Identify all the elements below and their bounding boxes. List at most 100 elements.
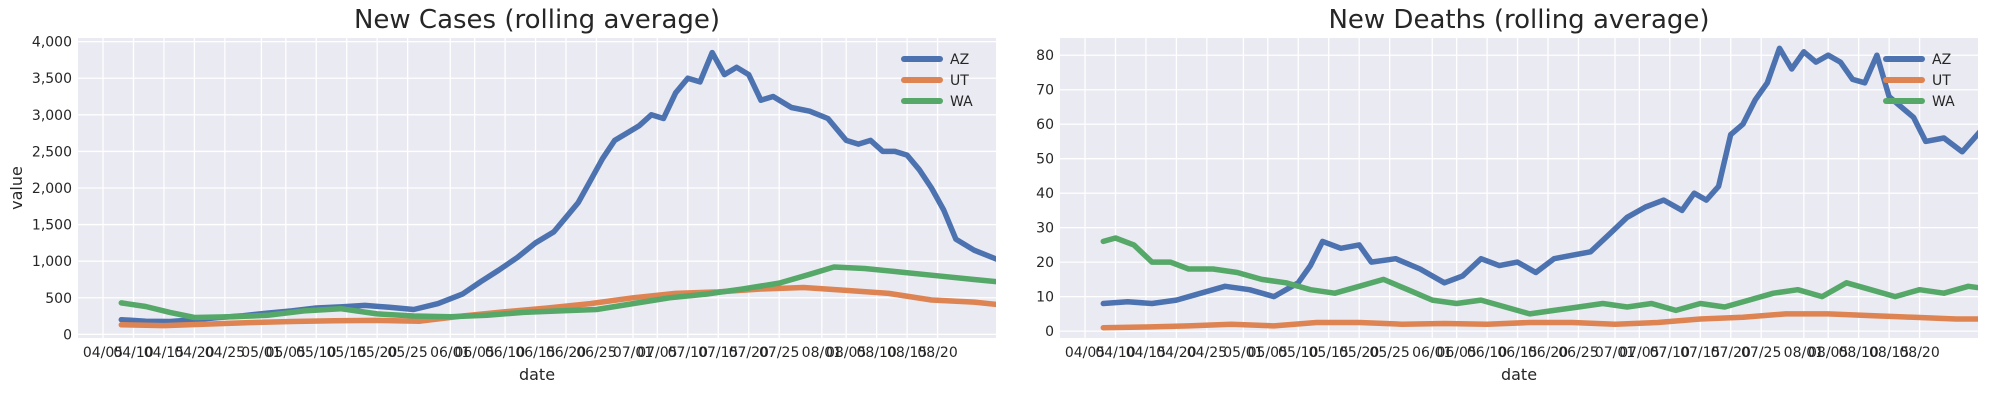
x-tick-label: 04/15 <box>144 345 184 361</box>
x-tick-label: 06/05 <box>1436 345 1476 361</box>
series-line-wa <box>1100 235 1978 317</box>
y-tick-label: 50 <box>1036 152 1054 168</box>
x-tick-label: 05/20 <box>1339 345 1379 361</box>
x-tick-label: 06/20 <box>1528 345 1568 361</box>
chart-1: 0 10 20 30 40 50 60 70 80 04/0504/1004/1504/2004/… <box>1036 5 1978 384</box>
x-tick-label: 04/20 <box>174 345 214 361</box>
x-tick-label: 07/05 <box>1619 345 1659 361</box>
x-tick-label: 04/05 <box>1065 345 1105 361</box>
x-tick-label: 07/15 <box>698 345 738 361</box>
x-tick-label: 05/01 <box>241 345 281 361</box>
chart-title: New Deaths (rolling average) <box>1328 5 1709 35</box>
x-tick-label: 06/25 <box>1558 345 1598 361</box>
y-tick-label: 3,000 <box>32 108 72 124</box>
x-tick-label: 06/15 <box>1497 345 1537 361</box>
y-tick-label: 1,000 <box>32 254 72 270</box>
series-line-az <box>1100 45 1978 307</box>
legend-label-ut: UT <box>1932 73 1951 89</box>
x-tick-label: 08/10 <box>856 345 896 361</box>
x-tick-label: 04/15 <box>1126 345 1166 361</box>
legend-label-wa: WA <box>1932 94 1955 110</box>
x-tick-label: 08/05 <box>826 345 866 361</box>
y-tick-label: 40 <box>1036 186 1054 202</box>
x-tick-label: 08/20 <box>1899 345 1939 361</box>
x-tick-label: 04/10 <box>1095 345 1135 361</box>
y-tick-label: 20 <box>1036 255 1054 271</box>
x-tick-label: 05/15 <box>1309 345 1349 361</box>
y-tick-label: 2,000 <box>32 181 72 197</box>
y-tick-label: 3,500 <box>32 71 72 87</box>
legend: AZ UT WA <box>901 52 973 110</box>
chart-title: New Cases (rolling average) <box>354 5 720 35</box>
grid <box>78 38 996 338</box>
grid <box>1060 38 1978 338</box>
y-tick-label: 500 <box>45 291 72 307</box>
x-tick-label: 07/25 <box>759 345 799 361</box>
x-tick-label: 06/01 <box>1412 345 1452 361</box>
legend: AZ UT WA <box>1883 52 1955 110</box>
x-tick-label: 04/25 <box>205 345 245 361</box>
x-tick-label: 07/01 <box>1595 345 1635 361</box>
x-tick-label: 08/20 <box>917 345 957 361</box>
y-tick-label: 30 <box>1036 221 1054 237</box>
legend-label-az: AZ <box>1932 52 1951 68</box>
x-tick-label: 04/10 <box>113 345 153 361</box>
x-tick-label: 07/20 <box>1711 345 1751 361</box>
x-tick-label: 06/10 <box>485 345 525 361</box>
x-tick-label: 05/01 <box>1223 345 1263 361</box>
series-group <box>1100 45 1978 331</box>
x-tick-label: 05/25 <box>1369 345 1409 361</box>
x-tick-label: 05/10 <box>296 345 336 361</box>
series-line-wa <box>118 264 996 321</box>
x-tick-label: 06/05 <box>454 345 494 361</box>
x-tick-label: 05/05 <box>1248 345 1288 361</box>
x-tick-label: 06/15 <box>515 345 555 361</box>
x-tick-label: 08/15 <box>887 345 927 361</box>
x-tick-label: 07/20 <box>729 345 769 361</box>
x-tick-label: 08/01 <box>1784 345 1824 361</box>
x-tick-label: 05/15 <box>327 345 367 361</box>
x-tick-label: 05/25 <box>387 345 427 361</box>
x-tick-label: 04/20 <box>1156 345 1196 361</box>
x-tick-label: 07/10 <box>1650 345 1690 361</box>
y-tick-label: 2,500 <box>32 144 72 160</box>
y-tick-label: 0 <box>63 327 72 343</box>
legend-label-ut: UT <box>950 73 969 89</box>
x-tick-label: 04/25 <box>1187 345 1227 361</box>
x-tick-label: 07/15 <box>1680 345 1720 361</box>
y-tick-label: 1,500 <box>32 218 72 234</box>
x-tick-label: 08/10 <box>1838 345 1878 361</box>
x-tick-label: 07/25 <box>1741 345 1781 361</box>
x-tick-label: 05/10 <box>1278 345 1318 361</box>
series-line-ut <box>1100 311 1978 331</box>
y-tick-label: 0 <box>1045 324 1054 340</box>
chart-0: 0 500 1,000 1,500 2,000 2,500 3,000 3,500 4,000 0… <box>7 5 996 384</box>
y-tick-label: 70 <box>1036 83 1054 99</box>
x-tick-label: 08/05 <box>1808 345 1848 361</box>
series-group <box>118 49 996 329</box>
y-tick-label: 80 <box>1036 48 1054 64</box>
x-tick-label: 05/20 <box>357 345 397 361</box>
x-tick-label: 06/01 <box>430 345 470 361</box>
x-tick-label: 07/10 <box>668 345 708 361</box>
x-axis-label: date <box>1501 365 1537 384</box>
x-tick-label: 07/01 <box>613 345 653 361</box>
x-tick-label: 04/05 <box>83 345 123 361</box>
series-line-ut <box>118 284 996 329</box>
legend-label-az: AZ <box>950 52 969 68</box>
x-tick-label: 08/15 <box>1869 345 1909 361</box>
x-tick-label: 06/25 <box>576 345 616 361</box>
x-tick-label: 07/05 <box>637 345 677 361</box>
x-tick-label: 06/20 <box>546 345 586 361</box>
x-tick-label: 06/10 <box>1467 345 1507 361</box>
x-tick-label: 08/01 <box>802 345 842 361</box>
y-axis-label: value <box>7 166 26 210</box>
y-tick-label: 4,000 <box>32 35 72 51</box>
y-tick-label: 60 <box>1036 117 1054 133</box>
x-tick-label: 05/05 <box>266 345 306 361</box>
y-tick-label: 10 <box>1036 290 1054 306</box>
legend-label-wa: WA <box>950 94 973 110</box>
x-axis-label: date <box>519 365 555 384</box>
